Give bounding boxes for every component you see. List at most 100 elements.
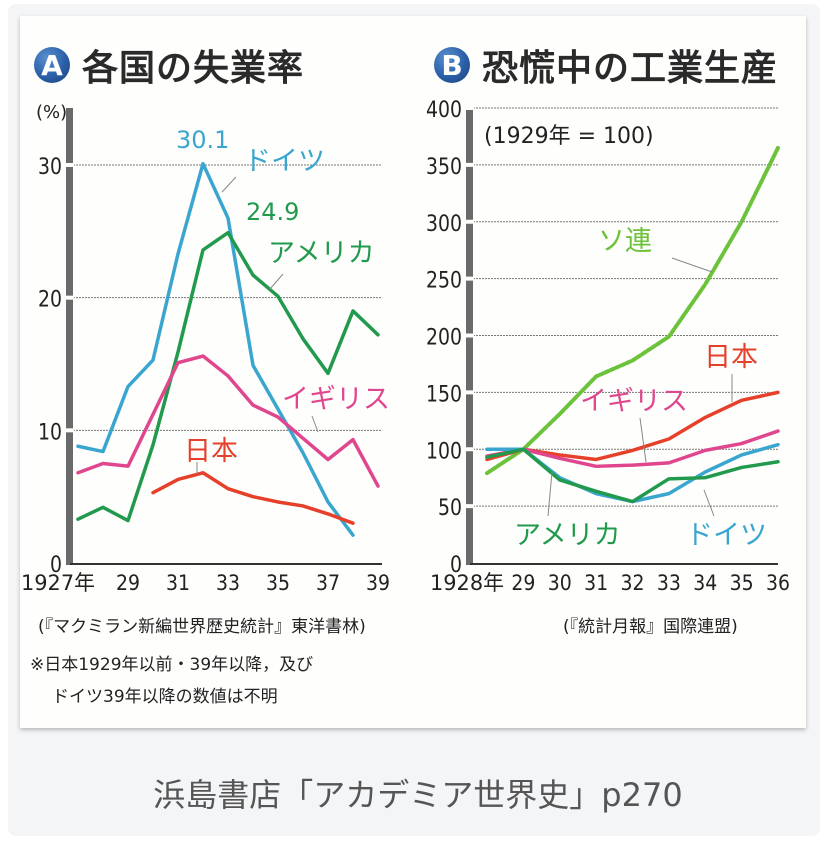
data-point	[151, 413, 155, 416]
y-tick-label: 150	[426, 382, 462, 407]
series-leader-line	[269, 273, 284, 290]
series-label: ドイツ	[244, 146, 325, 177]
data-point	[201, 248, 205, 252]
data-point	[301, 337, 305, 340]
figure-card	[20, 16, 806, 728]
data-point	[326, 500, 330, 504]
data-point	[667, 461, 671, 465]
series-line-ドイツ	[76, 161, 355, 537]
data-point	[740, 399, 743, 402]
data-point	[667, 437, 671, 441]
data-point	[101, 506, 105, 509]
series-label: イギリス	[580, 386, 688, 417]
data-point	[667, 477, 671, 481]
panel-a-badge: A	[34, 47, 70, 83]
data-point	[276, 415, 280, 419]
data-point	[151, 491, 155, 494]
data-point	[226, 231, 230, 234]
panel-b-badge: B	[434, 47, 470, 83]
data-point	[558, 453, 561, 457]
data-point	[704, 476, 707, 479]
data-point	[485, 448, 489, 451]
x-tick-label: 37	[316, 571, 340, 595]
chart-a: 0 10 20 30 (%) 1927年 29 31 33 35 37 39 ドイツアメリカイギリス日本…	[21, 102, 390, 595]
data-point	[740, 453, 743, 457]
panel-a-title-text: 各国の失業率	[82, 48, 305, 89]
y-tick-label: 20	[38, 288, 62, 313]
data-point	[226, 374, 230, 378]
x-tick-label: 35	[266, 571, 290, 595]
y-tick-label: 0	[450, 553, 462, 578]
series-label: ソ連	[598, 226, 652, 257]
data-label: 24.9	[246, 198, 299, 226]
data-point	[301, 451, 305, 455]
data-point	[351, 522, 355, 525]
panel-b-source: (『統計月報』国際連盟)	[563, 617, 738, 637]
data-point	[101, 450, 105, 453]
series-label: 日本	[704, 342, 758, 373]
series-line-ソ連	[485, 145, 780, 476]
series-leader-line	[703, 489, 715, 517]
x-tick-label: 34	[693, 571, 717, 595]
data-point	[326, 372, 330, 375]
y-tick-label: 30	[38, 155, 62, 180]
y-tick-label: 10	[38, 420, 62, 445]
figure-caption: 浜島書店「アカデミア世界史」p270	[153, 776, 683, 814]
x-tick-label: 29	[511, 571, 535, 595]
series-leader-line	[221, 176, 237, 193]
data-point	[201, 162, 205, 165]
series-leader-line	[639, 417, 647, 463]
series-leader-line	[311, 415, 319, 433]
tick-gap	[465, 447, 474, 452]
tick-gap	[465, 504, 474, 509]
data-point	[667, 492, 671, 495]
x-tick-label: 1928年	[430, 571, 504, 595]
data-point	[351, 533, 355, 537]
data-point	[226, 216, 230, 220]
data-point	[631, 463, 634, 467]
data-point	[776, 443, 780, 446]
data-point	[251, 273, 255, 277]
data-point	[126, 464, 130, 468]
panel-b-title-text: 恐慌中の工業生産	[482, 48, 779, 89]
x-tick-label: 39	[366, 571, 390, 595]
data-point	[485, 471, 489, 475]
panel-a-note-1: ※日本1929年以前・39年以降，及び	[30, 655, 314, 675]
series-leader-line	[671, 257, 713, 273]
tick-gap	[465, 333, 474, 338]
data-point	[558, 478, 561, 482]
data-point	[558, 412, 561, 416]
tick-gap	[65, 163, 74, 167]
series-label: ドイツ	[686, 520, 767, 551]
data-point	[301, 504, 305, 508]
data-point	[704, 470, 707, 474]
data-point	[740, 442, 743, 445]
y-tick-label: 200	[426, 326, 462, 351]
data-point	[126, 519, 130, 522]
x-tick-label: 33	[216, 571, 240, 595]
tick-gap	[465, 219, 474, 224]
data-point	[251, 364, 255, 367]
tick-gap	[465, 162, 474, 167]
data-point	[326, 512, 330, 516]
data-point	[776, 391, 780, 394]
y-axis-label: (%)	[36, 102, 67, 123]
data-point	[704, 283, 707, 286]
data-point	[76, 471, 80, 474]
data-point	[176, 361, 180, 364]
series-label: 日本	[184, 436, 238, 467]
data-point	[776, 146, 780, 150]
series-label: イギリス	[282, 384, 390, 415]
data-point	[594, 465, 598, 468]
x-tick-label: 35	[730, 571, 754, 595]
series-line-日本	[151, 471, 355, 525]
y-tick-label: 250	[426, 269, 462, 294]
chart-b: 0 50 100 150 200 250 300 350 400 (1929年 = 100) 192…	[426, 98, 790, 595]
y-tick-label: 400	[426, 98, 462, 123]
data-point	[251, 403, 255, 407]
data-point	[276, 407, 280, 411]
data-point	[201, 471, 205, 474]
tick-gap	[465, 106, 474, 110]
data-point	[485, 456, 489, 459]
